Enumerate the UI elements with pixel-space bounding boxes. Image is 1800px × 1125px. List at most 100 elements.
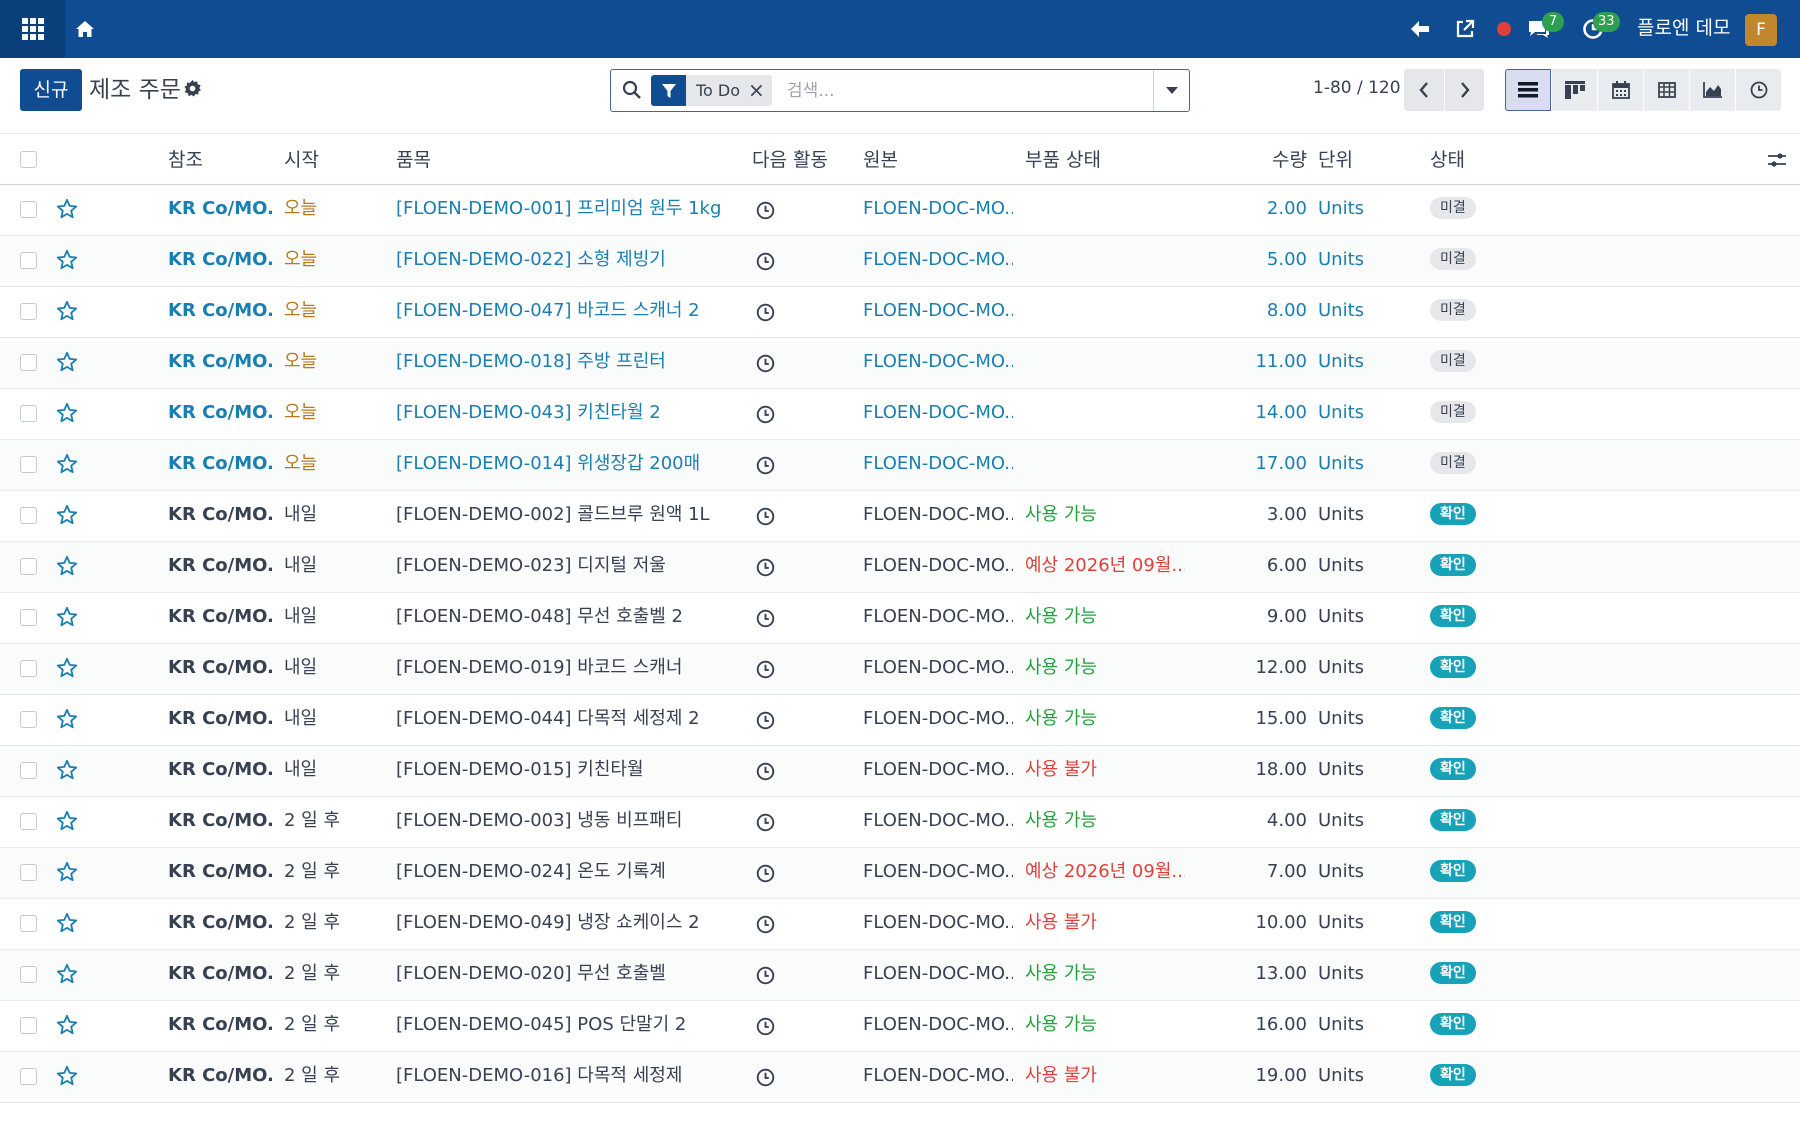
activity-clock-icon[interactable] — [756, 711, 775, 735]
activity-clock-icon[interactable] — [756, 456, 775, 480]
activity-clock-icon[interactable] — [756, 966, 775, 990]
row-checkbox[interactable] — [20, 864, 37, 881]
ref-cell[interactable]: KR Co/MO... — [168, 402, 272, 423]
product-cell[interactable]: [FLOEN-DEMO-047] 바코드 스캐너 2 — [396, 300, 700, 321]
select-all-checkbox[interactable] — [20, 151, 37, 168]
ref-cell[interactable]: KR Co/MO... — [168, 861, 272, 882]
favorite-star-icon[interactable] — [56, 963, 78, 990]
column-header-origin[interactable]: 원본 — [863, 149, 898, 171]
table-row[interactable]: KR Co/MO... 2 일 후 [FLOEN-DEMO-016] 다목적 세정제… — [0, 1052, 1800, 1103]
product-cell[interactable]: [FLOEN-DEMO-024] 온도 기록계 — [396, 861, 666, 882]
table-row[interactable]: KR Co/MO... 오늘 [FLOEN-DEMO-043] 키친타월 2 FLOE… — [0, 389, 1800, 440]
favorite-star-icon[interactable] — [56, 300, 78, 327]
pivot-view-button[interactable] — [1643, 69, 1689, 111]
activity-clock-icon[interactable] — [756, 354, 775, 378]
table-row[interactable]: KR Co/MO... 오늘 [FLOEN-DEMO-022] 소형 제빙기 FLOE… — [0, 236, 1800, 287]
gear-icon[interactable] — [184, 80, 201, 102]
ref-cell[interactable]: KR Co/MO... — [168, 810, 272, 831]
row-checkbox[interactable] — [20, 660, 37, 677]
activity-clock-icon[interactable] — [756, 660, 775, 684]
table-row[interactable]: KR Co/MO... 2 일 후 [FLOEN-DEMO-024] 온도 기록계 F… — [0, 848, 1800, 899]
favorite-star-icon[interactable] — [56, 1065, 78, 1092]
row-checkbox[interactable] — [20, 507, 37, 524]
activity-clock-icon[interactable] — [756, 1068, 775, 1092]
product-cell[interactable]: [FLOEN-DEMO-015] 키친타월 — [396, 759, 644, 780]
product-cell[interactable]: [FLOEN-DEMO-001] 프리미엄 원두 1kg — [396, 198, 722, 219]
external-link-icon[interactable] — [1450, 0, 1480, 58]
favorite-star-icon[interactable] — [56, 606, 78, 633]
pager-previous-button[interactable] — [1404, 69, 1444, 111]
favorite-star-icon[interactable] — [56, 861, 78, 888]
favorite-star-icon[interactable] — [56, 555, 78, 582]
column-header-uom[interactable]: 단위 — [1318, 149, 1353, 171]
favorite-star-icon[interactable] — [56, 1014, 78, 1041]
ref-cell[interactable]: KR Co/MO... — [168, 708, 272, 729]
table-row[interactable]: KR Co/MO... 내일 [FLOEN-DEMO-002] 콜드브루 원액 1L… — [0, 491, 1800, 542]
table-row[interactable]: KR Co/MO... 내일 [FLOEN-DEMO-015] 키친타월 FLOEN-… — [0, 746, 1800, 797]
row-checkbox[interactable] — [20, 354, 37, 371]
recording-dot-icon[interactable] — [1494, 0, 1514, 58]
ref-cell[interactable]: KR Co/MO... — [168, 249, 272, 270]
table-row[interactable]: KR Co/MO... 오늘 [FLOEN-DEMO-014] 위생장갑 200매 F… — [0, 440, 1800, 491]
search-icon[interactable] — [622, 80, 642, 105]
activity-clock-icon[interactable] — [756, 813, 775, 837]
pager-value[interactable]: 1-80 / 120 — [1313, 78, 1401, 98]
product-cell[interactable]: [FLOEN-DEMO-045] POS 단말기 2 — [396, 1014, 687, 1035]
pager-next-button[interactable] — [1444, 69, 1484, 111]
row-checkbox[interactable] — [20, 609, 37, 626]
table-row[interactable]: KR Co/MO... 2 일 후 [FLOEN-DEMO-020] 무선 호출벨 F… — [0, 950, 1800, 1001]
ref-cell[interactable]: KR Co/MO... — [168, 606, 272, 627]
row-checkbox[interactable] — [20, 558, 37, 575]
favorite-star-icon[interactable] — [56, 504, 78, 531]
table-row[interactable]: KR Co/MO... 내일 [FLOEN-DEMO-019] 바코드 스캐너 FLO… — [0, 644, 1800, 695]
column-header-product[interactable]: 품목 — [396, 149, 431, 171]
user-name[interactable]: 플로엔 데모 — [1637, 17, 1731, 39]
table-row[interactable]: KR Co/MO... 2 일 후 [FLOEN-DEMO-045] POS 단말기… — [0, 1001, 1800, 1052]
ref-cell[interactable]: KR Co/MO... — [168, 1014, 272, 1035]
product-cell[interactable]: [FLOEN-DEMO-003] 냉동 비프패티 — [396, 810, 683, 831]
activity-clock-icon[interactable] — [756, 609, 775, 633]
table-row[interactable]: KR Co/MO... 오늘 [FLOEN-DEMO-047] 바코드 스캐너 2 F… — [0, 287, 1800, 338]
ref-cell[interactable]: KR Co/MO... — [168, 912, 272, 933]
product-cell[interactable]: [FLOEN-DEMO-044] 다목적 세정제 2 — [396, 708, 700, 729]
favorite-star-icon[interactable] — [56, 657, 78, 684]
avatar[interactable]: F — [1745, 14, 1777, 46]
graph-view-button[interactable] — [1689, 69, 1735, 111]
product-cell[interactable]: [FLOEN-DEMO-018] 주방 프린터 — [396, 351, 666, 372]
ref-cell[interactable]: KR Co/MO... — [168, 300, 272, 321]
ref-cell[interactable]: KR Co/MO... — [168, 453, 272, 474]
ref-cell[interactable]: KR Co/MO... — [168, 657, 272, 678]
favorite-star-icon[interactable] — [56, 759, 78, 786]
activity-clock-icon[interactable] — [756, 864, 775, 888]
row-checkbox[interactable] — [20, 762, 37, 779]
new-button[interactable]: 신규 — [20, 69, 82, 111]
ref-cell[interactable]: KR Co/MO... — [168, 198, 272, 219]
activity-clock-icon[interactable] — [756, 405, 775, 429]
column-header-state[interactable]: 상태 — [1430, 149, 1465, 171]
product-cell[interactable]: [FLOEN-DEMO-023] 디지털 저울 — [396, 555, 666, 576]
ref-cell[interactable]: KR Co/MO... — [168, 759, 272, 780]
product-cell[interactable]: [FLOEN-DEMO-048] 무선 호출벨 2 — [396, 606, 683, 627]
ref-cell[interactable]: KR Co/MO... — [168, 504, 272, 525]
search-input[interactable] — [787, 76, 1057, 106]
favorite-star-icon[interactable] — [56, 810, 78, 837]
product-cell[interactable]: [FLOEN-DEMO-043] 키친타월 2 — [396, 402, 661, 423]
activity-clock-icon[interactable] — [756, 1017, 775, 1041]
product-cell[interactable]: [FLOEN-DEMO-016] 다목적 세정제 — [396, 1065, 683, 1086]
activity-clock-icon[interactable] — [756, 201, 775, 225]
column-header-start[interactable]: 시작 — [284, 149, 319, 171]
row-checkbox[interactable] — [20, 252, 37, 269]
row-checkbox[interactable] — [20, 711, 37, 728]
ref-cell[interactable]: KR Co/MO... — [168, 351, 272, 372]
product-cell[interactable]: [FLOEN-DEMO-019] 바코드 스캐너 — [396, 657, 683, 678]
favorite-star-icon[interactable] — [56, 912, 78, 939]
activity-clock-icon[interactable] — [756, 915, 775, 939]
table-row[interactable]: KR Co/MO... 내일 [FLOEN-DEMO-044] 다목적 세정제 2 F… — [0, 695, 1800, 746]
activity-clock-icon[interactable] — [756, 507, 775, 531]
row-checkbox[interactable] — [20, 1068, 37, 1085]
row-checkbox[interactable] — [20, 1017, 37, 1034]
favorite-star-icon[interactable] — [56, 249, 78, 276]
kanban-view-button[interactable] — [1551, 69, 1597, 111]
column-header-activity[interactable]: 다음 활동 — [752, 149, 828, 171]
row-checkbox[interactable] — [20, 915, 37, 932]
